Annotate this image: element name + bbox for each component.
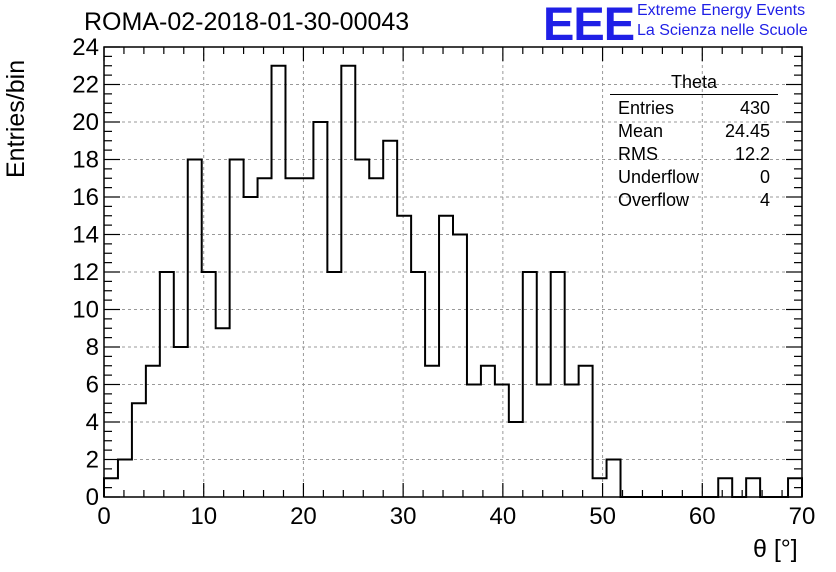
axis-ticks [103, 46, 803, 498]
y-tick-label: 20 [72, 109, 99, 136]
stats-row-rms: RMS 12.2 [610, 143, 778, 166]
stats-label: Underflow [618, 167, 700, 187]
y-tick-label: 6 [86, 372, 99, 399]
y-tick-label: 14 [72, 222, 99, 249]
x-tick-label: 30 [390, 503, 417, 530]
y-tick-label: 8 [86, 334, 99, 361]
stats-row-overflow: Overflow 4 [610, 189, 778, 212]
stats-value: 0 [759, 167, 770, 187]
stats-row-mean: Mean 24.45 [610, 120, 778, 143]
logo-subtitle-line1: Extreme Energy Events [637, 2, 806, 19]
y-tick-label: 12 [72, 259, 99, 286]
logo-subtitle-line2: La Scienza nelle Scuole [637, 22, 808, 39]
x-tick-label: 40 [490, 503, 517, 530]
x-tick-label: 70 [789, 503, 816, 530]
x-tick-label: 10 [190, 503, 217, 530]
stats-value: 12.2 [734, 144, 770, 164]
y-tick-label: 4 [86, 409, 99, 436]
y-tick-label: 0 [86, 484, 99, 511]
stats-value: 4 [759, 190, 770, 210]
y-tick-label: 10 [72, 297, 99, 324]
stats-box: Theta Entries 430 Mean 24.45 RMS 12.2 Un… [610, 72, 778, 212]
stats-value: 430 [739, 98, 770, 118]
x-axis-label: θ [°] [753, 535, 798, 563]
stats-title: Theta [610, 72, 778, 95]
stats-label: Mean [618, 121, 664, 141]
stats-row-underflow: Underflow 0 [610, 166, 778, 189]
y-tick-label: 24 [72, 34, 99, 61]
y-tick-label: 16 [72, 184, 99, 211]
x-tick-label: 0 [97, 503, 110, 530]
x-tick-label: 60 [689, 503, 716, 530]
stats-label: Overflow [618, 190, 690, 210]
stats-value: 24.45 [724, 121, 770, 141]
stats-row-entries: Entries 430 [610, 97, 778, 120]
y-tick-label: 18 [72, 147, 99, 174]
plot-frame [103, 46, 803, 498]
x-tick-label: 50 [589, 503, 616, 530]
stats-label: RMS [618, 144, 658, 164]
y-tick-label: 22 [72, 72, 99, 99]
chart-title: ROMA-02-2018-01-30-00043 [84, 8, 410, 36]
stats-label: Entries [618, 98, 675, 118]
eee-logo: EEE [543, 0, 635, 50]
x-tick-label: 20 [290, 503, 317, 530]
y-tick-label: 2 [86, 447, 99, 474]
